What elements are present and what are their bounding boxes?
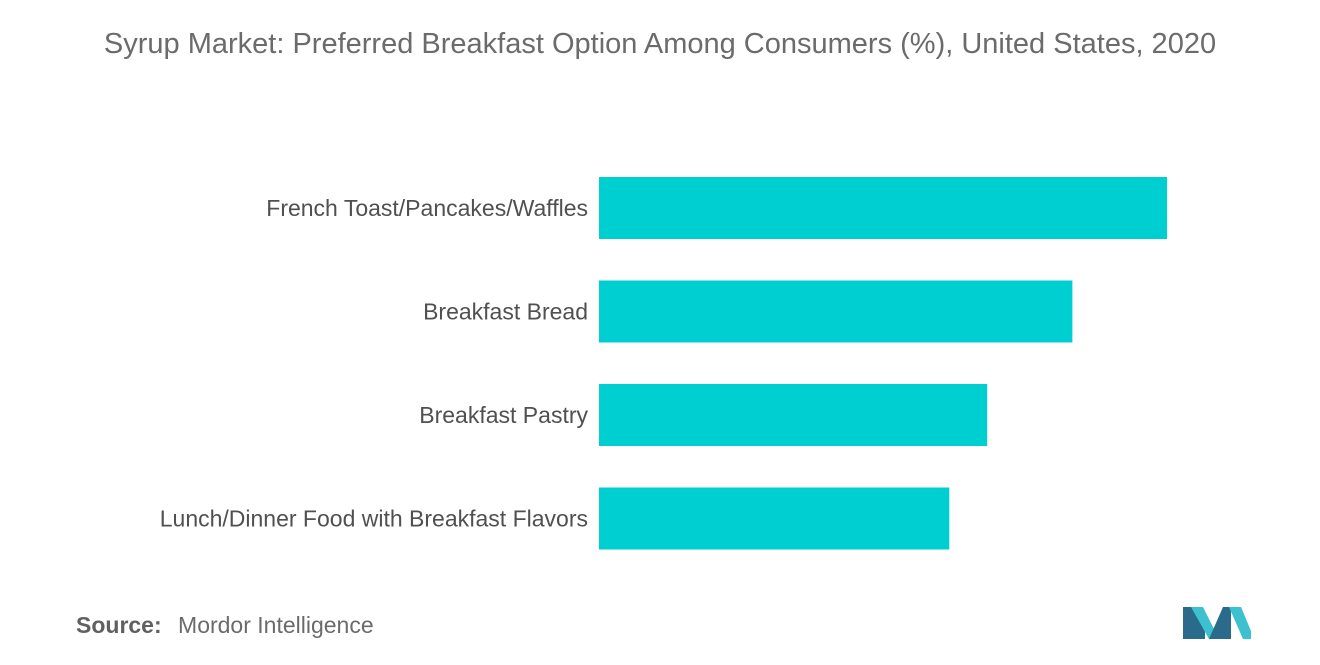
category-label-1: French Toast/Pancakes/Waffles — [266, 195, 588, 221]
category-label-3: Breakfast Pastry — [419, 402, 588, 428]
bar-2 — [599, 280, 1073, 343]
source-value: Mordor Intelligence — [178, 612, 374, 638]
bar-4 — [599, 487, 950, 550]
bar-3 — [599, 384, 988, 446]
category-labels-group: French Toast/Pancakes/Waffles Breakfast B… — [160, 195, 589, 532]
chart-title: Syrup Market: Preferred Breakfast Option… — [103, 28, 1217, 60]
bars-group — [599, 177, 1168, 550]
category-label-4: Lunch/Dinner Food with Breakfast Flavors — [160, 506, 588, 532]
category-label-2: Breakfast Bread — [423, 299, 588, 325]
bar-1 — [599, 177, 1168, 239]
source-note: Source: Mordor Intelligence — [76, 612, 374, 639]
source-label: Source: — [76, 612, 162, 638]
mordor-intelligence-logo — [1183, 607, 1251, 639]
bar-chart: French Toast/Pancakes/Waffles Breakfast B… — [160, 177, 1168, 550]
